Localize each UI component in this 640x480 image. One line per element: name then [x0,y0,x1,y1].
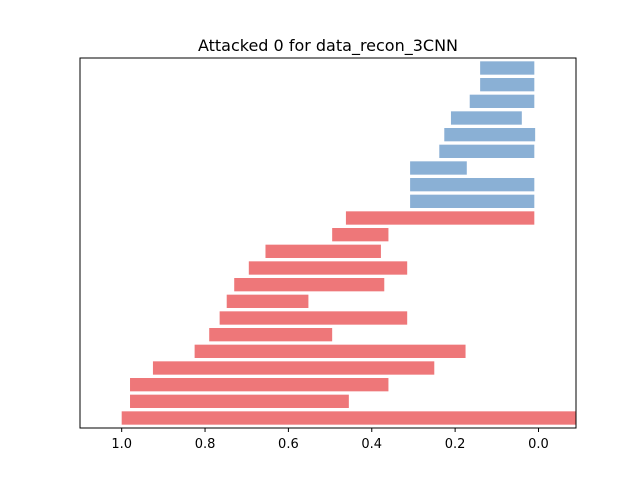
x-tick-label: 0.6 [278,437,299,452]
bar-20 [480,78,535,92]
bar-0 [121,411,577,425]
x-tick-label: 0.8 [195,437,216,452]
bar-1 [130,394,349,408]
bar-10 [265,244,381,258]
bar-9 [248,261,408,275]
bar-5 [209,328,333,342]
x-tick-label: 0.0 [528,437,549,452]
bar-2 [130,378,389,392]
bar-11 [332,228,389,242]
bar-21 [480,61,535,75]
bar-3 [152,361,435,375]
bar-7 [226,294,309,308]
bar-12 [345,211,535,225]
x-tick-label: 1.0 [111,437,132,452]
bar-8 [234,278,385,292]
chart-title: Attacked 0 for data_recon_3CNN [198,36,458,56]
x-tick-label: 0.4 [361,437,382,452]
bar-18 [450,111,522,125]
bar-13 [410,194,535,208]
plot-frame [79,57,577,429]
x-axis-ticks: 1.0 0.8 0.6 0.4 0.2 0.0 [111,428,549,452]
bars-group [121,61,577,425]
bar-16 [439,144,535,158]
bar-15 [410,161,467,175]
bar-6 [219,311,408,325]
bar-14 [410,178,535,192]
bar-4 [194,344,466,358]
x-tick-label: 0.2 [445,437,466,452]
bar-19 [469,94,535,108]
bar-17 [444,128,536,142]
